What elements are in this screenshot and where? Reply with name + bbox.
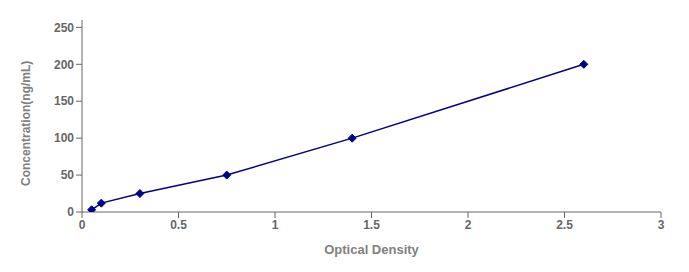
svg-text:2.5: 2.5 <box>556 218 573 232</box>
svg-text:200: 200 <box>54 58 74 72</box>
svg-text:50: 50 <box>61 168 75 182</box>
svg-text:3: 3 <box>658 218 665 232</box>
svg-text:150: 150 <box>54 94 74 108</box>
svg-text:0: 0 <box>79 218 86 232</box>
svg-text:0: 0 <box>67 205 74 219</box>
svg-text:1: 1 <box>272 218 279 232</box>
svg-text:1.5: 1.5 <box>363 218 380 232</box>
svg-text:100: 100 <box>54 131 74 145</box>
svg-text:250: 250 <box>54 21 74 35</box>
svg-text:2: 2 <box>465 218 472 232</box>
svg-text:0.5: 0.5 <box>170 218 187 232</box>
svg-text:Concentration(ng/mL): Concentration(ng/mL) <box>19 61 33 186</box>
svg-text:Optical Density: Optical Density <box>324 242 419 257</box>
